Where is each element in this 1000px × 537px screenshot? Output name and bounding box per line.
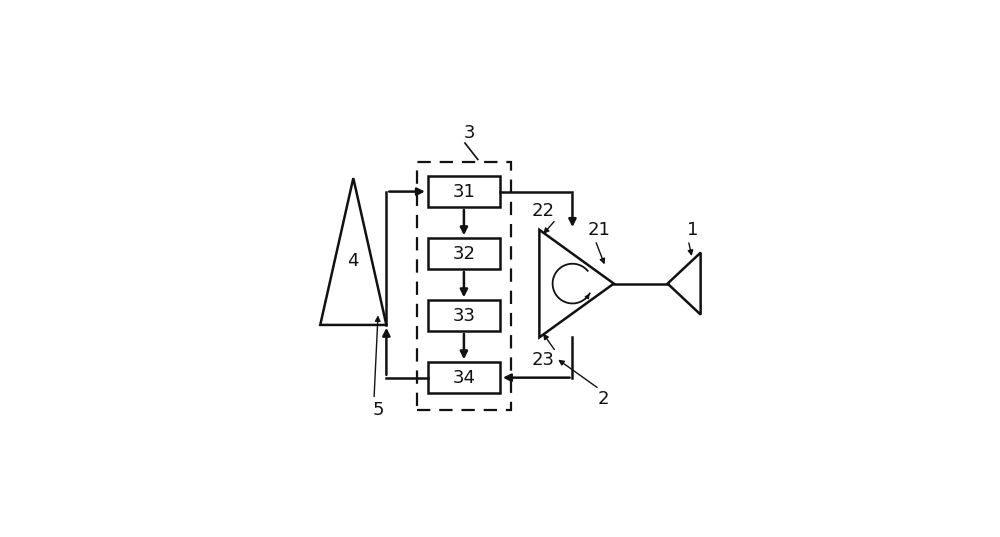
- Text: 5: 5: [372, 401, 384, 419]
- Bar: [428, 238, 500, 269]
- Polygon shape: [668, 252, 701, 315]
- Bar: [428, 362, 500, 393]
- Bar: [428, 300, 500, 331]
- Text: 4: 4: [348, 252, 359, 270]
- Bar: [428, 176, 500, 207]
- Text: 3: 3: [463, 124, 475, 142]
- Text: 32: 32: [452, 245, 475, 263]
- Text: 21: 21: [588, 221, 611, 239]
- Text: 34: 34: [452, 369, 475, 387]
- Text: 1: 1: [687, 221, 698, 239]
- Text: 31: 31: [452, 183, 475, 201]
- Text: 22: 22: [532, 202, 555, 220]
- Text: 2: 2: [598, 390, 609, 408]
- Bar: [417, 162, 511, 410]
- Text: 23: 23: [532, 351, 555, 369]
- Polygon shape: [539, 230, 614, 337]
- Text: 33: 33: [452, 307, 475, 325]
- Polygon shape: [320, 178, 386, 325]
